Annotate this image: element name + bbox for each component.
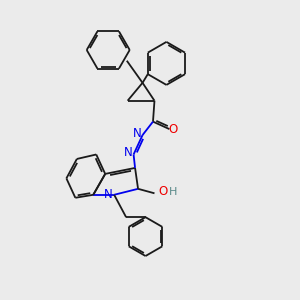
Text: O: O [158, 185, 167, 198]
Text: N: N [124, 146, 133, 160]
Text: O: O [169, 123, 178, 136]
Text: N: N [104, 188, 112, 201]
Text: N: N [133, 127, 142, 140]
Text: H: H [169, 187, 177, 197]
